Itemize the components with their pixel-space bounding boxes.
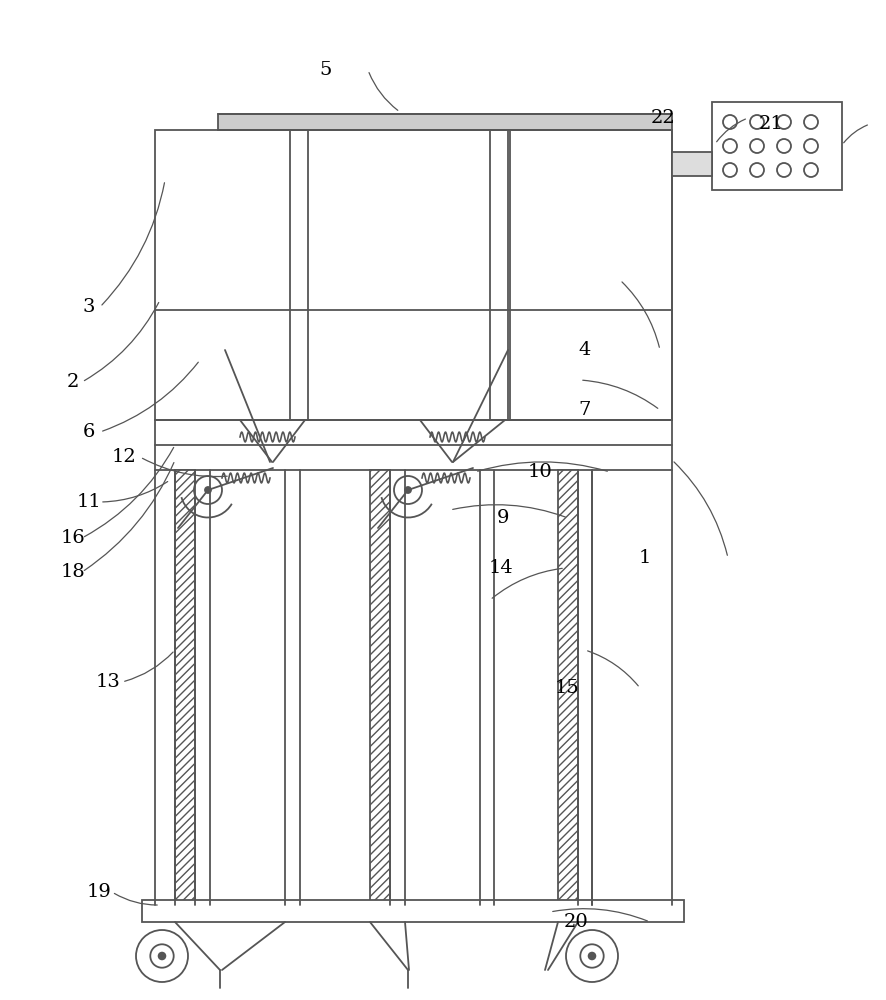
Circle shape	[723, 115, 737, 129]
Text: 19: 19	[87, 883, 112, 901]
Text: 5: 5	[320, 61, 332, 79]
Text: 13: 13	[96, 673, 120, 691]
Circle shape	[405, 487, 411, 493]
Text: 20: 20	[563, 913, 588, 931]
Bar	[672, 152, 712, 176]
Bar	[558, 470, 578, 905]
Bar	[175, 470, 195, 905]
Bar	[142, 900, 684, 922]
Text: 16: 16	[60, 529, 85, 547]
Bar	[370, 470, 390, 905]
Bar	[712, 102, 842, 190]
Circle shape	[136, 930, 188, 982]
Text: 9: 9	[497, 509, 509, 527]
Bar	[218, 114, 672, 130]
Text: 18: 18	[60, 563, 85, 581]
Bar	[510, 130, 672, 420]
Circle shape	[394, 476, 422, 504]
Text: 14: 14	[488, 559, 513, 577]
Circle shape	[588, 953, 595, 959]
Circle shape	[777, 139, 791, 153]
Circle shape	[151, 944, 174, 968]
Circle shape	[159, 953, 166, 959]
Circle shape	[566, 930, 618, 982]
Circle shape	[804, 115, 818, 129]
Text: 21: 21	[758, 115, 783, 133]
Text: 2: 2	[66, 373, 79, 391]
Text: 22: 22	[650, 109, 675, 127]
Text: 1: 1	[639, 549, 651, 567]
Circle shape	[723, 139, 737, 153]
Circle shape	[804, 163, 818, 177]
Circle shape	[777, 163, 791, 177]
Circle shape	[750, 139, 764, 153]
Circle shape	[723, 163, 737, 177]
Text: 6: 6	[82, 423, 95, 441]
Circle shape	[750, 163, 764, 177]
Circle shape	[205, 487, 211, 493]
Circle shape	[194, 476, 222, 504]
Text: 10: 10	[528, 463, 553, 481]
Circle shape	[580, 944, 603, 968]
Circle shape	[804, 139, 818, 153]
Text: 12: 12	[112, 448, 136, 466]
Text: 7: 7	[579, 401, 591, 419]
Text: 15: 15	[555, 679, 579, 697]
Circle shape	[750, 115, 764, 129]
Text: 4: 4	[579, 341, 591, 359]
Text: 11: 11	[76, 493, 101, 511]
Bar	[155, 420, 672, 470]
Circle shape	[777, 115, 791, 129]
Text: 3: 3	[82, 298, 95, 316]
Bar	[155, 130, 672, 420]
